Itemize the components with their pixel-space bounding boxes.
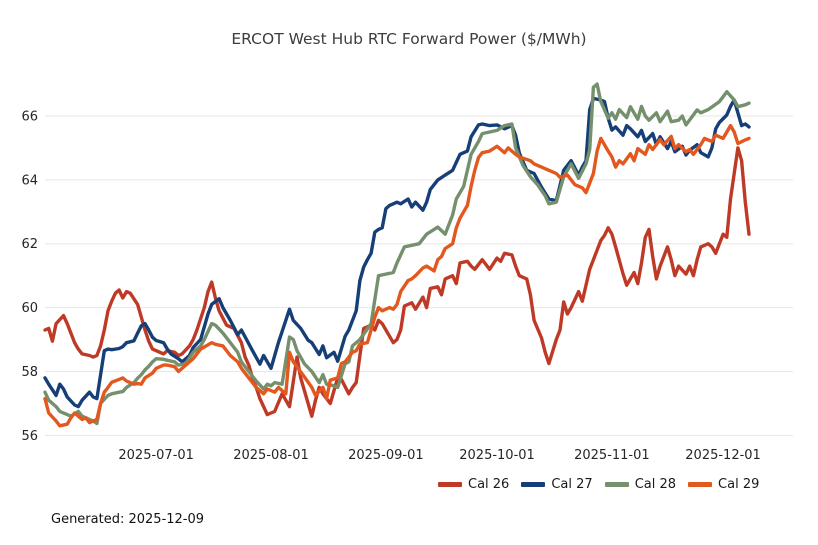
y-tick-label-66: 66 [21,110,38,125]
x-tick-label-2025-09-01: 2025-09-01 [348,448,424,463]
y-tick-label-62: 62 [21,237,38,252]
gridlines [45,115,793,436]
legend-label-cal-28: Cal 28 [634,477,677,492]
x-tick-label-2025-10-01: 2025-10-01 [459,448,535,463]
legend-swatch-cal-29 [688,482,713,487]
y-axis-tick-labels: 56 58 60 62 64 66 [21,110,38,444]
generated-timestamp: Generated: 2025-12-09 [51,512,205,527]
legend-item-cal-28: Cal 28 [604,477,677,492]
x-tick-label-2025-08-01: 2025-08-01 [233,448,309,463]
legend-item-cal-26: Cal 26 [438,477,509,492]
legend-swatch-cal-26 [438,482,462,487]
y-tick-label-56: 56 [21,429,38,444]
chart-title: ERCOT West Hub RTC Forward Power ($/MWh) [231,30,587,48]
x-tick-label-2025-07-01: 2025-07-01 [118,448,194,463]
series-lines [43,82,751,428]
x-tick-label-2025-11-01: 2025-11-01 [574,448,650,463]
legend-swatch-cal-27 [521,482,546,487]
legend-label-cal-27: Cal 27 [551,477,593,492]
legend-label-cal-29: Cal 29 [718,477,760,492]
x-axis-tick-labels: 2025-07-01 2025-08-01 2025-09-01 2025-10-01… [118,448,760,463]
legend-label-cal-26: Cal 26 [468,477,510,492]
legend-swatch-cal-28 [604,482,629,487]
legend: Cal 26 Cal 27 Cal 28 Cal 29 [438,477,759,492]
legend-item-cal-27: Cal 27 [521,477,593,492]
legend-item-cal-29: Cal 29 [688,477,759,492]
series-line-cal-27 [43,96,751,409]
series-line-cal-26 [43,146,751,418]
x-tick-label-2025-12-01: 2025-12-01 [685,448,761,463]
series-line-cal-28 [43,82,751,426]
series-line-cal-29 [43,123,751,428]
y-tick-label-60: 60 [21,301,38,316]
y-tick-label-64: 64 [21,173,38,188]
y-tick-label-58: 58 [21,365,38,380]
